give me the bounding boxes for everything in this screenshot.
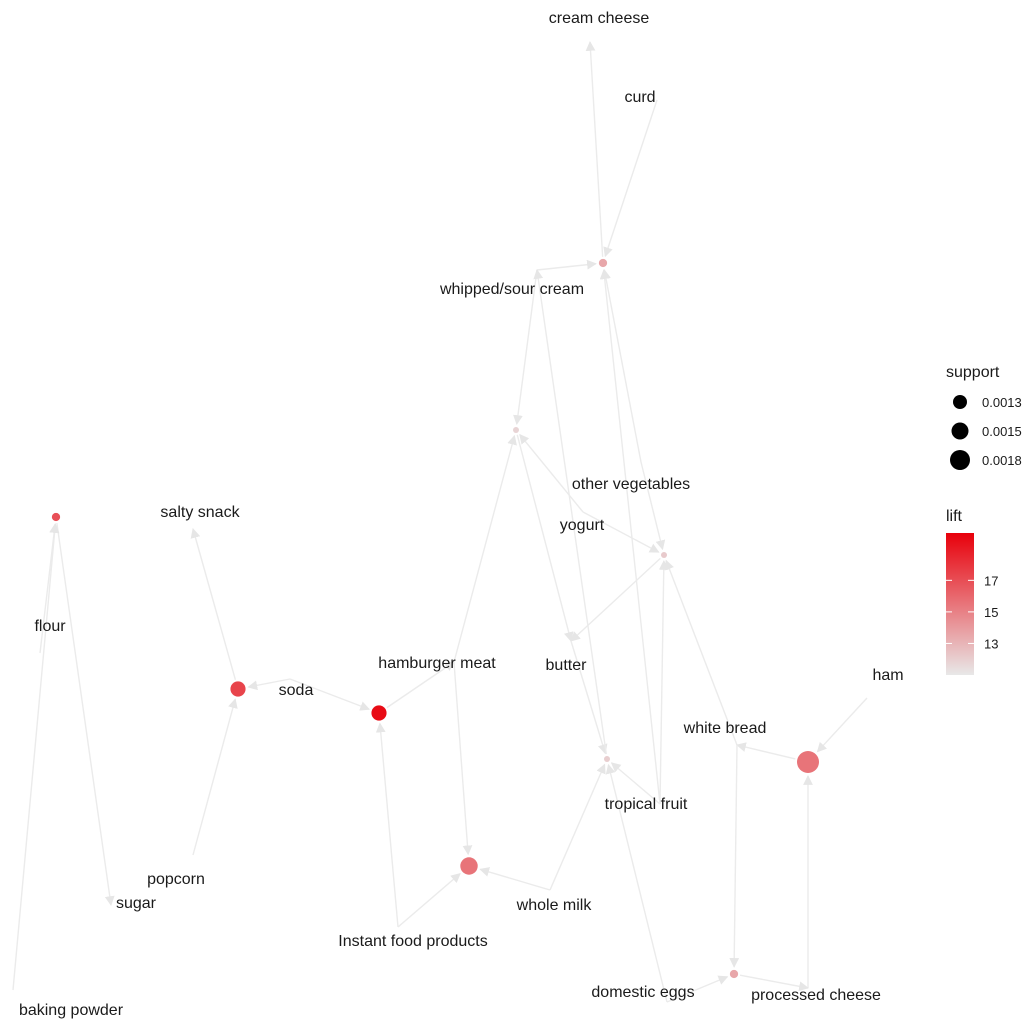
item-label-white-bread[interactable]: white bread <box>683 720 767 737</box>
item-labels-layer: cream cheese curd whipped/sour cream other … <box>19 10 904 1019</box>
rule-node-r1[interactable] <box>598 258 608 268</box>
item-label-sugar[interactable]: sugar <box>116 895 157 912</box>
edge-r5-to-salty-snack <box>190 528 237 680</box>
edge-domestic-eggs-to-r4 <box>605 763 668 1003</box>
edge-white-bread-to-r3 <box>664 559 738 746</box>
item-label-other-vegetables[interactable]: other vegetables <box>572 476 690 493</box>
edge-r4-to-whipped-sour-cream <box>533 269 607 755</box>
rule-node-r4[interactable] <box>604 756 610 762</box>
lift-legend-title: lift <box>946 508 963 525</box>
lift-tick-label-0: 17 <box>984 573 998 588</box>
edge-instant-food-products-to-r6 <box>375 722 399 928</box>
edge-yogurt-to-r3 <box>582 511 660 553</box>
edge-instant-food-products-to-r9 <box>397 872 461 928</box>
edge-curd-to-r1 <box>603 99 658 258</box>
rule-node-r9[interactable] <box>460 857 478 875</box>
item-label-cream-cheese[interactable]: cream cheese <box>549 10 650 27</box>
support-key-label-1: 0.0015 <box>982 424 1022 439</box>
item-label-salty-snack[interactable]: salty snack <box>160 504 240 521</box>
item-label-tropical-fruit[interactable]: tropical fruit <box>605 796 688 813</box>
item-label-yogurt[interactable]: yogurt <box>560 517 605 534</box>
edge-whipped-sour-cream-to-r2 <box>513 269 538 426</box>
rule-nodes-layer <box>51 258 819 979</box>
edge-r10-to-processed-cheese <box>739 974 809 992</box>
rule-node-r5[interactable] <box>230 681 246 697</box>
edge-hamburger-meat-to-r2 <box>453 434 517 663</box>
rule-node-r2[interactable] <box>513 427 519 433</box>
item-label-whole-milk[interactable]: whole milk <box>516 897 593 914</box>
lift-tick-label-2: 13 <box>984 636 998 651</box>
edge-whole-milk-to-r9 <box>479 867 551 891</box>
support-key-2 <box>950 450 970 470</box>
support-key-1 <box>951 422 969 440</box>
edge-flour-to-r7 <box>39 523 60 654</box>
lift-legend-ticks: 17 15 13 <box>946 573 998 651</box>
support-legend-keys: 0.0013 0.0015 0.0018 <box>950 395 1022 470</box>
support-key-label-2: 0.0018 <box>982 453 1022 468</box>
edge-other-vegetables-to-r1 <box>601 269 642 463</box>
lift-colorbar <box>946 533 974 675</box>
item-label-popcorn[interactable]: popcorn <box>147 871 205 888</box>
item-label-hamburger-meat[interactable]: hamburger meat <box>378 655 496 672</box>
edge-other-vegetables-to-r3 <box>640 461 666 551</box>
edge-domestic-eggs-to-r10 <box>666 975 729 1003</box>
item-label-curd[interactable]: curd <box>624 89 655 106</box>
lift-tick-label-1: 15 <box>984 605 998 620</box>
edge-butter-to-r4 <box>570 640 608 755</box>
item-label-whipped-sour-cream[interactable]: whipped/sour cream <box>439 281 584 298</box>
edge-yogurt-to-r2 <box>519 433 584 513</box>
rule-node-r10[interactable] <box>729 969 739 979</box>
rule-node-r3[interactable] <box>661 552 667 558</box>
edge-soda-to-r5 <box>247 678 291 691</box>
edges-layer <box>12 41 868 1003</box>
edge-whole-milk-to-r4 <box>549 763 606 891</box>
item-label-instant-food-products[interactable]: Instant food products <box>338 933 487 950</box>
legend: support 0.0013 0.0015 0.0018 lift 17 15 13 <box>946 364 1022 675</box>
item-label-butter[interactable]: butter <box>546 657 588 674</box>
edge-r3-to-butter <box>570 557 661 642</box>
rule-node-r6[interactable] <box>371 705 387 721</box>
edge-r1-to-cream-cheese <box>585 41 604 257</box>
edge-soda-to-r6 <box>289 678 371 711</box>
edge-tropical-fruit-to-r1 <box>599 269 661 805</box>
edge-hamburger-meat-to-r9 <box>453 661 473 856</box>
edge-tropical-fruit-to-r3 <box>658 560 669 805</box>
edge-popcorn-to-r5 <box>192 698 238 856</box>
item-label-soda[interactable]: soda <box>279 682 314 699</box>
support-key-label-0: 0.0013 <box>982 395 1022 410</box>
edge-r2-to-butter <box>516 434 574 642</box>
item-label-domestic-eggs[interactable]: domestic eggs <box>591 984 694 1001</box>
edge-r8-to-white-bread <box>736 742 796 760</box>
item-label-baking-powder[interactable]: baking powder <box>19 1002 124 1019</box>
item-label-processed-cheese[interactable]: processed cheese <box>751 987 881 1004</box>
rule-node-r8[interactable] <box>797 751 819 773</box>
edge-tropical-fruit-to-r4 <box>610 762 661 805</box>
edge-r6-to-hamburger-meat <box>386 661 455 709</box>
item-label-ham[interactable]: ham <box>872 667 903 684</box>
edge-white-bread-to-r10 <box>729 744 740 968</box>
item-label-flour[interactable]: flour <box>34 618 66 635</box>
edge-ham-to-r8 <box>816 697 868 753</box>
support-legend-title: support <box>946 364 1000 381</box>
edge-baking-powder-to-r7 <box>12 523 60 991</box>
edge-whipped-sour-cream-to-r1 <box>536 259 597 271</box>
support-key-0 <box>953 395 967 409</box>
edge-r7-to-sugar <box>56 522 115 906</box>
rule-node-r7[interactable] <box>51 512 61 522</box>
